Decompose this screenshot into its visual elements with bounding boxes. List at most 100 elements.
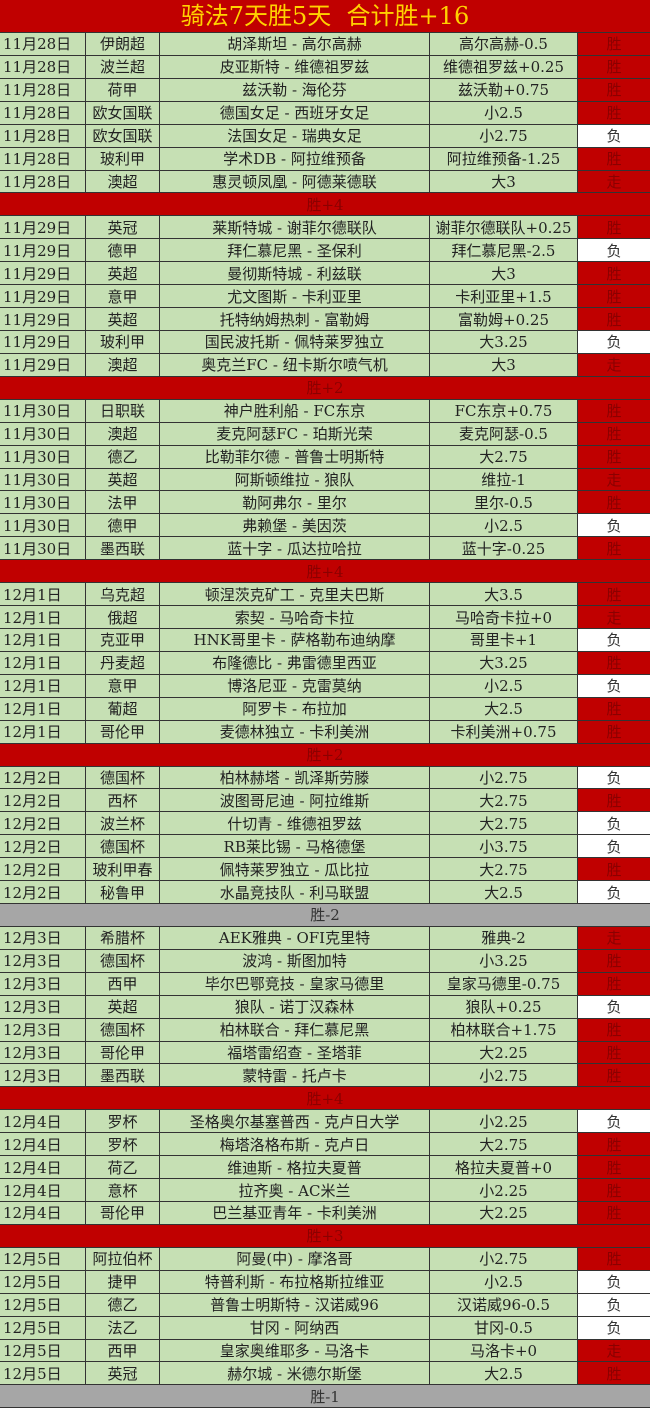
pick-cell: 里尔-0.5 [430,491,578,514]
date-cell: 12月4日 [0,1110,86,1133]
date-cell: 11月29日 [0,216,86,239]
result-cell: 胜 [578,949,650,972]
match-cell: 布隆德比 - 弗雷德里西亚 [160,651,430,674]
league-cell: 澳超 [86,170,160,193]
result-cell: 胜 [578,858,650,881]
league-cell: 德国杯 [86,766,160,789]
pick-cell: 小2.5 [430,101,578,124]
result-cell: 胜 [578,285,650,308]
day-summary-row: 胜+4 [0,1087,650,1111]
table-row: 12月4日 荷乙 维迪斯 - 格拉夫夏普 格拉夫夏普+0 胜 [0,1156,650,1180]
pick-cell: 大2.75 [430,789,578,812]
table-row: 12月1日 俄超 索契 - 马哈奇卡拉 马哈奇卡拉+0 走 [0,606,650,629]
pick-cell: 格拉夫夏普+0 [430,1156,578,1179]
date-cell: 12月3日 [0,926,86,949]
day-summary-row: 胜-1 [0,1385,650,1408]
pick-cell: 大2.75 [430,1133,578,1156]
pick-cell: 大2.25 [430,1202,578,1224]
league-cell: 玻利甲 [86,330,160,353]
date-cell: 12月3日 [0,995,86,1018]
match-cell: 特普利斯 - 布拉格斯拉维亚 [160,1270,430,1293]
table-row: 11月28日 荷甲 兹沃勒 - 海伦芬 兹沃勒+0.75 胜 [0,78,650,102]
match-cell: 学术DB - 阿拉维预备 [160,147,430,170]
pick-cell: 兹沃勒+0.75 [430,78,578,101]
table-row: 11月30日 英超 阿斯顿维拉 - 狼队 维拉-1 走 [0,468,650,492]
table-row: 11月29日 英超 曼彻斯特城 - 利兹联 大3 胜 [0,262,650,286]
date-cell: 11月30日 [0,422,86,445]
pick-cell: 大2.5 [430,1362,578,1385]
table-row: 12月1日 葡超 阿罗卡 - 布拉加 大2.5 胜 [0,697,650,721]
result-cell: 走 [578,606,650,628]
league-cell: 英冠 [86,216,160,239]
day-summary-row: 胜+2 [0,743,650,767]
result-cell: 胜 [578,651,650,674]
result-cell: 胜 [578,445,650,468]
match-cell: 博洛尼亚 - 克雷莫纳 [160,674,430,697]
date-cell: 11月28日 [0,124,86,147]
pick-cell: 皇家马德里-0.75 [430,972,578,995]
date-cell: 12月1日 [0,697,86,720]
pick-cell: 小2.25 [430,1110,578,1133]
pick-cell: 大3 [430,170,578,193]
result-cell: 胜 [578,1202,650,1224]
date-cell: 12月1日 [0,628,86,651]
pick-cell: 蓝十字-0.25 [430,537,578,560]
result-cell: 负 [578,1293,650,1316]
result-cell: 胜 [578,491,650,514]
table-row: 11月29日 澳超 奥克兰FC - 纽卡斯尔喷气机 大3 走 [0,353,650,377]
match-cell: 皇家奥维耶多 - 马洛卡 [160,1339,430,1362]
table-row: 11月28日 波兰超 皮亚斯特 - 维德祖罗兹 维德祖罗兹+0.25 胜 [0,55,650,79]
match-cell: 索契 - 马哈奇卡拉 [160,606,430,628]
league-cell: 捷甲 [86,1270,160,1293]
result-cell: 胜 [578,1247,650,1270]
pick-cell: 大2.75 [430,445,578,468]
day-summary-row: 胜+4 [0,560,650,584]
league-cell: 英超 [86,262,160,285]
date-cell: 11月30日 [0,445,86,468]
result-cell: 胜 [578,1156,650,1179]
pick-cell: 卡利美洲+0.75 [430,720,578,743]
match-cell: 甘冈 - 阿纳西 [160,1316,430,1339]
date-cell: 12月3日 [0,1064,86,1087]
league-cell: 波兰超 [86,55,160,78]
match-cell: 弗赖堡 - 美因茨 [160,514,430,537]
date-cell: 11月28日 [0,55,86,78]
pick-cell: 麦克阿瑟-0.5 [430,422,578,445]
table-row: 12月3日 希腊杯 AEK雅典 - OFI克里特 雅典-2 走 [0,926,650,950]
pick-cell: 卡利亚里+1.5 [430,285,578,308]
date-cell: 11月30日 [0,468,86,491]
table-row: 11月29日 德甲 拜仁慕尼黑 - 圣保利 拜仁慕尼黑-2.5 负 [0,239,650,263]
league-cell: 英超 [86,308,160,330]
league-cell: 哥伦甲 [86,1041,160,1064]
match-cell: 蓝十字 - 瓜达拉哈拉 [160,537,430,560]
table-row: 12月4日 哥伦甲 巴兰基亚青年 - 卡利美洲 大2.25 胜 [0,1202,650,1225]
match-cell: 圣格奥尔基塞普西 - 克卢日大学 [160,1110,430,1133]
table-row: 12月3日 西甲 毕尔巴鄂竞技 - 皇家马德里 皇家马德里-0.75 胜 [0,972,650,996]
match-cell: 顿涅茨克矿工 - 克里夫巴斯 [160,583,430,606]
result-cell: 走 [578,353,650,376]
league-cell: 俄超 [86,606,160,628]
pick-cell: 大3 [430,262,578,285]
table-row: 11月28日 欧女国联 法国女足 - 瑞典女足 小2.75 负 [0,124,650,148]
league-cell: 德甲 [86,514,160,537]
match-cell: 拜仁慕尼黑 - 圣保利 [160,239,430,262]
match-cell: 普鲁士明斯特 - 汉诺威96 [160,1293,430,1316]
date-cell: 11月30日 [0,399,86,422]
date-cell: 12月2日 [0,766,86,789]
league-cell: 克亚甲 [86,628,160,651]
pick-cell: 大3.5 [430,583,578,606]
league-cell: 意甲 [86,674,160,697]
pick-cell: 大2.25 [430,1041,578,1064]
match-cell: HNK哥里卡 - 萨格勒布迪纳摩 [160,628,430,651]
result-cell: 负 [578,330,650,353]
pick-cell: 小2.75 [430,766,578,789]
table-row: 12月3日 德国杯 柏林联合 - 拜仁慕尼黑 柏林联合+1.75 胜 [0,1018,650,1042]
result-cell: 胜 [578,789,650,812]
date-cell: 11月30日 [0,491,86,514]
date-cell: 12月4日 [0,1179,86,1202]
date-cell: 11月28日 [0,101,86,124]
result-cell: 负 [578,812,650,835]
date-cell: 12月2日 [0,835,86,858]
result-cell: 负 [578,766,650,789]
result-cell: 胜 [578,1041,650,1064]
